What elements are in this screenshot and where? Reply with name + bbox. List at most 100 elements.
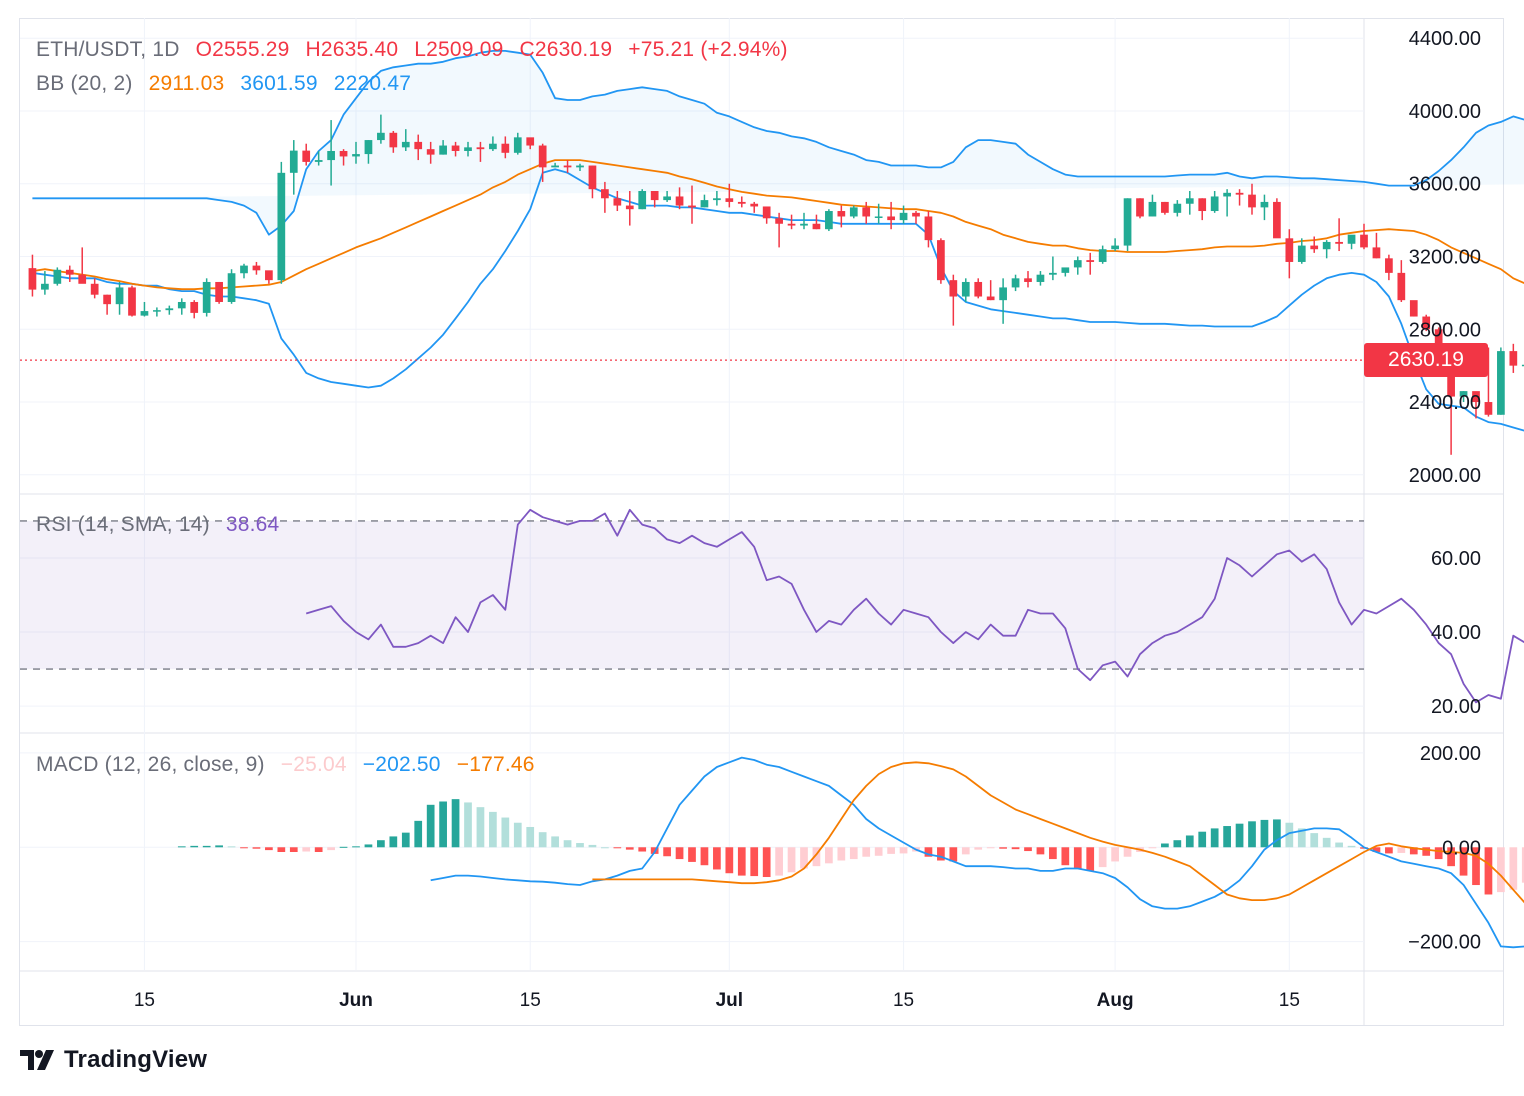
candle-body [1422,316,1431,330]
candle-body [1049,272,1057,275]
macd-histogram-bar [177,846,186,848]
candle-body [650,191,659,201]
macd-panel [177,756,1524,949]
symbol-label[interactable]: ETH/USDT, 1D [36,38,180,61]
time-tick-label: 15 [893,990,914,1011]
macd-histogram-bar [750,847,759,877]
candle-body [513,137,522,153]
candle-body [339,150,348,157]
macd-histogram-bar [713,847,721,870]
candle-body [90,283,99,295]
macd-histogram-bar [1098,847,1107,868]
macd-histogram-bar [1210,828,1219,848]
macd-histogram-bar [1409,847,1418,855]
candle-body [999,287,1007,301]
candle-body [1198,198,1207,212]
candle-body [1372,247,1381,259]
candle-body [675,196,684,206]
low-value: L2509.09 [414,38,504,61]
price-tick-label: 4000.00 [1409,101,1481,123]
candle-body [1459,391,1468,397]
candle-body [215,281,223,302]
macd-histogram-bar [625,847,634,850]
time-tick-label: Jul [716,990,743,1011]
candle-body [426,149,435,155]
candle-body [912,212,920,217]
macd-histogram-bar [1049,847,1057,860]
macd-histogram-bar [924,847,933,857]
candle-body [812,223,821,230]
candle-body [837,211,846,217]
candle-body [787,223,796,226]
macd-histogram-bar [489,811,497,848]
macd-tick-label: 0.00 [1442,837,1481,859]
macd-legend[interactable]: MACD (12, 26, close, 9) −25.04 −202.50 −… [36,753,545,777]
macd-histogram-bar [638,847,647,852]
macd-histogram-bar [414,820,423,848]
candle-body [227,273,236,302]
candle-body [1260,201,1269,208]
macd-histogram-bar [899,847,908,854]
open-value: O2555.29 [195,38,290,61]
macd-histogram-bar [277,847,286,852]
price-tick-label: 2800.00 [1409,319,1481,341]
macd-histogram-bar [700,847,709,866]
macd-histogram-bar [1036,847,1045,855]
candle-body [439,145,447,155]
macd-label: MACD (12, 26, close, 9) [36,753,265,776]
rsi-legend[interactable]: RSI (14, SMA, 14) 38.64 [36,513,289,537]
macd-histogram-bar [1235,823,1244,848]
candle-body [1024,278,1032,282]
price-tick-label: 3600.00 [1409,174,1481,196]
candle-body [377,132,385,141]
candle-body [986,296,995,301]
candle-body [1273,201,1281,239]
candle-body [613,198,622,206]
macd-histogram-bar [401,832,410,848]
candle-body [750,203,759,207]
macd-tick-label: 200.00 [1420,743,1481,765]
bb-lower-value: 2220.47 [333,72,412,95]
candle-body [887,216,895,221]
candle-body [713,198,721,201]
candle-body [1472,391,1480,403]
candle-body [277,172,286,281]
macd-histogram-bar [1484,847,1493,895]
candle-body [1111,245,1119,250]
macd-tick-label: −200.00 [1408,932,1481,954]
candle-body [1073,260,1082,268]
macd-histogram-bar [725,847,734,874]
candle-body [1148,201,1157,217]
macd-histogram-bar [302,847,311,852]
candle-body [1098,249,1107,262]
macd-histogram-bar [389,836,398,848]
candle-body [140,311,149,316]
macd-histogram-bar [1086,847,1095,871]
tradingview-logo[interactable]: TradingView [20,1046,207,1074]
candle-body [202,281,211,313]
axis-labels: 4400.00 4000.00 3600.00 3200.00 2800.00 2400.… [134,28,1481,1011]
macd-histogram-bar [1148,847,1157,849]
rsi-line [305,508,1524,704]
candle-body [115,287,124,305]
macd-histogram-bar [1372,847,1381,852]
macd-line [430,756,1524,949]
candle-body [1086,260,1095,262]
macd-histogram-bar [688,847,696,862]
bb-legend[interactable]: BB (20, 2) 2911.03 3601.59 2220.47 [36,72,421,96]
macd-histogram-bar [352,846,360,848]
candle-body [389,132,398,148]
macd-histogram-bar [1061,847,1070,866]
candle-body [737,201,746,204]
candle-body [240,265,248,274]
time-tick-label: 15 [1279,990,1300,1011]
time-tick-label: 15 [134,990,155,1011]
macd-histogram-bar [563,840,572,848]
macd-line-value: −202.50 [362,753,441,776]
macd-histogram-bar [1447,847,1455,867]
macd-histogram-bar [227,846,236,848]
candle-body [551,165,559,168]
candle-body [1136,198,1144,217]
macd-histogram-bar [762,847,771,878]
